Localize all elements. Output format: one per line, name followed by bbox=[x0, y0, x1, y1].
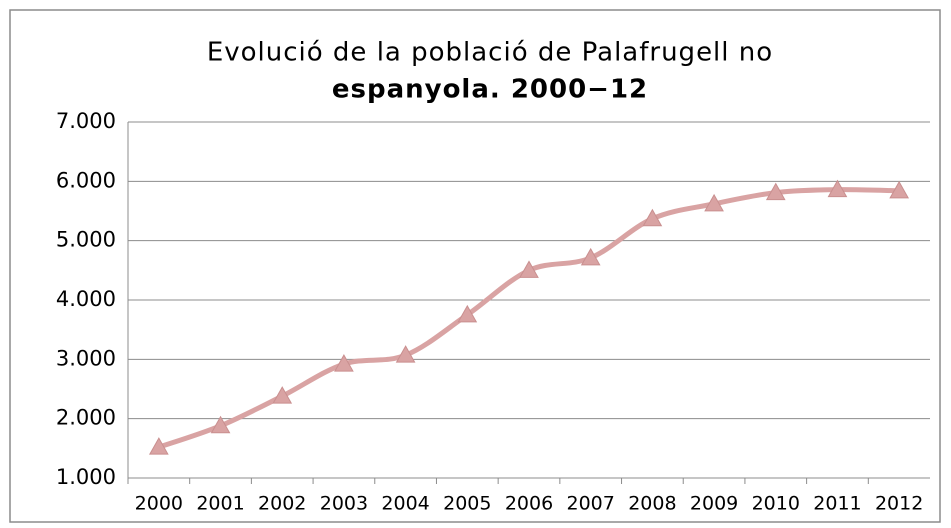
x-tick-label: 2006 bbox=[505, 493, 553, 515]
x-tick-label: 2004 bbox=[381, 493, 429, 515]
y-tick-label: 7.000 bbox=[56, 109, 116, 133]
marker bbox=[519, 260, 539, 278]
chart-title: espanyola. 2000−12 bbox=[332, 75, 648, 105]
x-tick-label: 2003 bbox=[320, 493, 368, 515]
marker bbox=[210, 415, 231, 434]
marker bbox=[148, 437, 169, 455]
y-tick-label: 4.000 bbox=[56, 287, 116, 311]
marker bbox=[827, 179, 848, 198]
x-tick-label: 2012 bbox=[875, 493, 923, 515]
chart-frame bbox=[9, 9, 941, 523]
x-tick-label: 2007 bbox=[567, 493, 615, 515]
x-tick-label: 2000 bbox=[135, 493, 183, 515]
chart-title: Evolució de la població de Palafrugell n… bbox=[207, 38, 773, 68]
y-tick-label: 2.000 bbox=[56, 406, 116, 430]
marker bbox=[704, 193, 724, 212]
x-tick-label: 2005 bbox=[443, 493, 491, 515]
x-tick-label: 2010 bbox=[752, 493, 800, 515]
y-tick-label: 6.000 bbox=[56, 168, 116, 192]
marker bbox=[642, 208, 663, 227]
x-tick-label: 2009 bbox=[690, 493, 738, 515]
marker bbox=[457, 304, 478, 323]
x-tick-label: 2008 bbox=[628, 493, 676, 515]
y-tick-label: 1.000 bbox=[56, 465, 116, 489]
y-tick-label: 5.000 bbox=[56, 228, 116, 252]
x-tick-label: 2011 bbox=[813, 493, 861, 515]
marker bbox=[395, 345, 416, 363]
y-tick-label: 3.000 bbox=[56, 346, 116, 370]
marker bbox=[334, 354, 354, 372]
marker bbox=[765, 182, 786, 201]
marker bbox=[580, 247, 601, 266]
marker bbox=[889, 180, 910, 199]
x-tick-label: 2002 bbox=[258, 493, 306, 515]
marker bbox=[272, 386, 293, 404]
x-tick-label: 2001 bbox=[196, 493, 244, 515]
